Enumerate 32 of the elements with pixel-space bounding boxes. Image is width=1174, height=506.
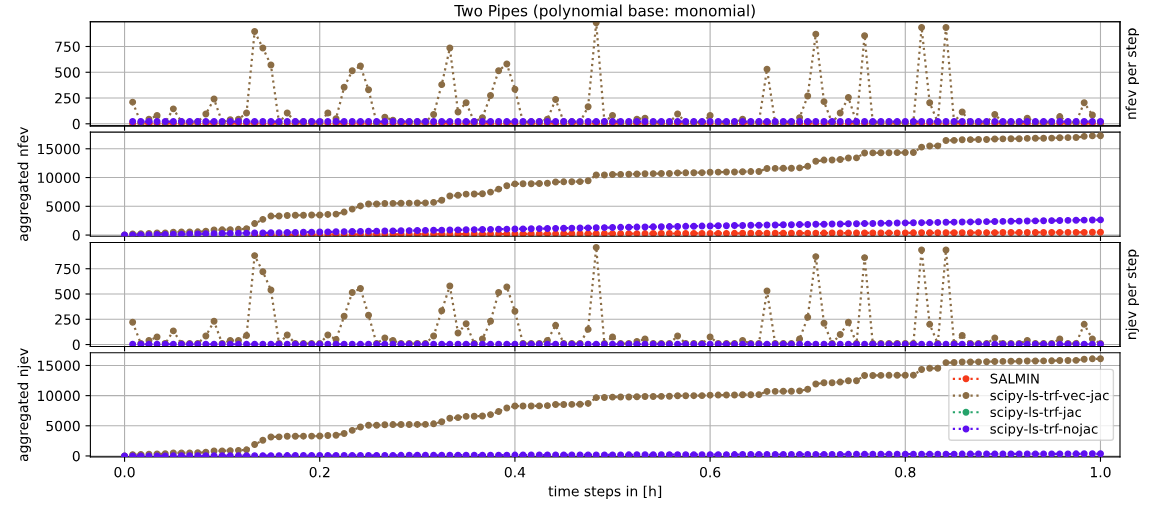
y-tick-label: 0 (72, 450, 80, 462)
y-tick-label: 0 (72, 118, 80, 130)
y-tick-label: 0 (72, 339, 80, 351)
y-tick-label: 500 (55, 288, 80, 300)
y-tick-label: 5000 (46, 420, 80, 432)
legend-label: scipy-ls-trf-vec-jac (990, 390, 1109, 403)
chart-title: Two Pipes (polynomial base: monomial) (454, 4, 755, 20)
x-tick-label: 0.2 (309, 466, 330, 478)
y-tick-label: 250 (55, 314, 80, 325)
y2-axis-title: nfev per step (1125, 28, 1139, 119)
x-axis-title: time steps in [h] (548, 485, 662, 500)
y2-axis-title: njev per step (1125, 249, 1139, 339)
y-tick-label: 0 (72, 230, 80, 241)
y-tick-label: 750 (55, 263, 80, 275)
y-tick-label: 500 (55, 67, 80, 78)
x-tick-label: 0.8 (895, 466, 916, 478)
y-axis-title: aggregated nfev (17, 127, 31, 241)
x-tick-label: 0.0 (114, 466, 135, 478)
y-axis-title: aggregated njev (17, 348, 31, 462)
x-tick-label: 1.0 (1090, 466, 1111, 478)
x-tick-label: 0.4 (504, 466, 526, 478)
y-tick-label: 10000 (38, 172, 80, 184)
y-tick-label: 15000 (38, 143, 80, 155)
legend-label: SALMIN (990, 373, 1039, 384)
y-tick-label: 10000 (38, 390, 80, 402)
legend-label: scipy-ls-trf-jac (990, 406, 1082, 420)
x-tick-label: 0.6 (699, 466, 721, 478)
y-tick-label: 250 (55, 93, 80, 104)
y-tick-label: 750 (55, 41, 80, 52)
y-tick-label: 15000 (38, 360, 80, 371)
legend-label: scipy-ls-trf-nojac (990, 423, 1098, 437)
y-tick-label: 5000 (46, 201, 80, 212)
